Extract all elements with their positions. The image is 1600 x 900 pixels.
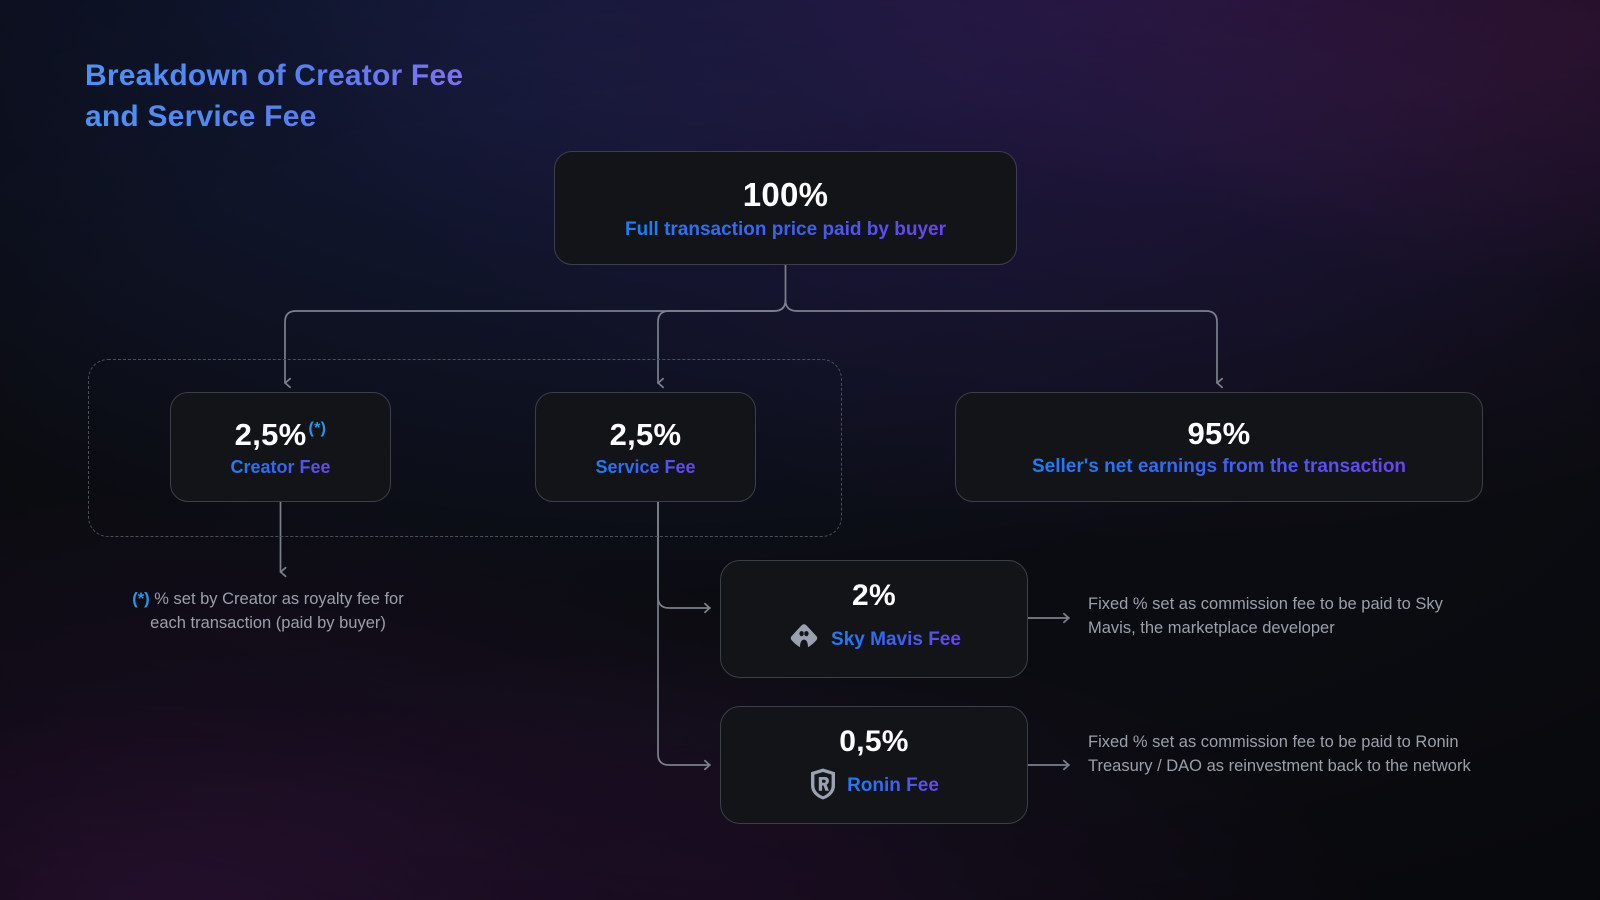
- node-sky-mavis-percent: 2%: [852, 578, 896, 612]
- node-creator-fee-percent: 2,5% (*): [235, 417, 327, 453]
- node-seller-net-label: Seller's net earnings from the transacti…: [1031, 456, 1407, 477]
- node-service-fee[interactable]: 2,5% Service Fee: [535, 392, 756, 502]
- wire-service-fee-to-sky-mavis: [657, 501, 711, 614]
- node-service-fee-label: Service Fee: [595, 456, 696, 477]
- node-service-fee-percent: 2,5%: [609, 416, 682, 452]
- wire-to-service-fee: [657, 299, 787, 389]
- ronin-note: Fixed % set as commission fee to be paid…: [1088, 733, 1471, 775]
- wire-to-creator-fee: [284, 299, 787, 389]
- footnote-marker: (*): [132, 590, 150, 608]
- node-ronin-label: Ronin Fee: [847, 775, 939, 796]
- creator-fee-footnote-text: % set by Creator as royalty fee for each…: [150, 590, 404, 632]
- node-creator-fee-label: Creator Fee: [230, 456, 331, 477]
- creator-fee-footnote: (*) % set by Creator as royalty fee for …: [118, 588, 418, 636]
- node-total-price-percent: 100%: [742, 175, 829, 213]
- axie-logo-icon: [787, 621, 821, 660]
- sky-mavis-note: Fixed % set as commission fee to be paid…: [1088, 595, 1443, 637]
- footnote-marker-icon: (*): [308, 419, 327, 437]
- ronin-shield-icon: [809, 767, 837, 806]
- wire-service-fee-to-ronin: [657, 501, 711, 771]
- node-creator-fee[interactable]: 2,5% (*) Creator Fee: [170, 392, 391, 502]
- node-ronin-fee[interactable]: 0,5% Ronin Fee: [720, 706, 1028, 824]
- node-total-price[interactable]: 100% Full transaction price paid by buye…: [554, 151, 1017, 265]
- node-sky-mavis-fee[interactable]: 2% Sky Mavis Fee: [720, 560, 1028, 678]
- node-seller-net-percent: 95%: [1187, 416, 1251, 451]
- node-total-price-label: Full transaction price paid by buyer: [625, 218, 946, 240]
- node-creator-fee-percent-value: 2,5%: [234, 416, 307, 452]
- node-ronin-percent: 0,5%: [839, 724, 909, 758]
- node-sky-mavis-label: Sky Mavis Fee: [831, 629, 961, 650]
- node-seller-net-earnings[interactable]: 95% Seller's net earnings from the trans…: [955, 392, 1483, 502]
- wire-to-seller-net: [784, 299, 1223, 389]
- page-title: Breakdown of Creator Fee and Service Fee: [85, 55, 725, 138]
